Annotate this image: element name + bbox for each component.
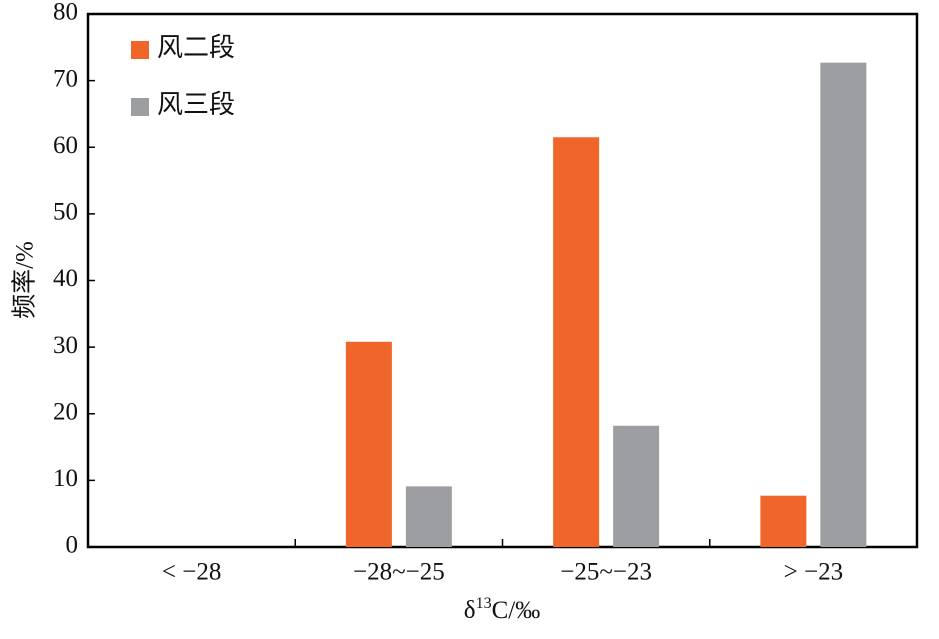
y-tick-label: 20 [53,398,78,425]
y-tick-label: 70 [53,65,78,92]
x-axis-label: δ13C/‰ [464,595,540,624]
bar [405,486,452,547]
x-tick-label: < −28 [162,559,221,586]
legend-label: 风三段 [157,90,235,119]
y-tick-label: 30 [53,332,78,359]
legend-label: 风二段 [157,33,235,62]
legend-swatch [131,98,149,116]
x-label-part: δ [464,597,476,624]
y-tick-label: 10 [53,465,78,492]
bar [613,425,660,547]
y-axis-label: 频率/% [11,241,39,319]
bar [760,495,807,547]
bar [345,341,392,547]
bar [820,62,867,547]
x-tick-label: −28~−25 [353,559,445,586]
bar [553,137,600,547]
x-label-sup: 13 [476,595,492,612]
y-tick-label: 0 [66,532,79,559]
x-tick-label: > −23 [784,559,843,586]
y-tick-label: 50 [53,199,78,226]
y-tick-label: 80 [53,0,78,26]
y-tick-label: 60 [53,132,78,159]
x-label-part: C/‰ [492,597,541,624]
legend-swatch [131,41,149,59]
x-tick-label: −25~−23 [560,559,652,586]
y-tick-label: 40 [53,265,78,292]
